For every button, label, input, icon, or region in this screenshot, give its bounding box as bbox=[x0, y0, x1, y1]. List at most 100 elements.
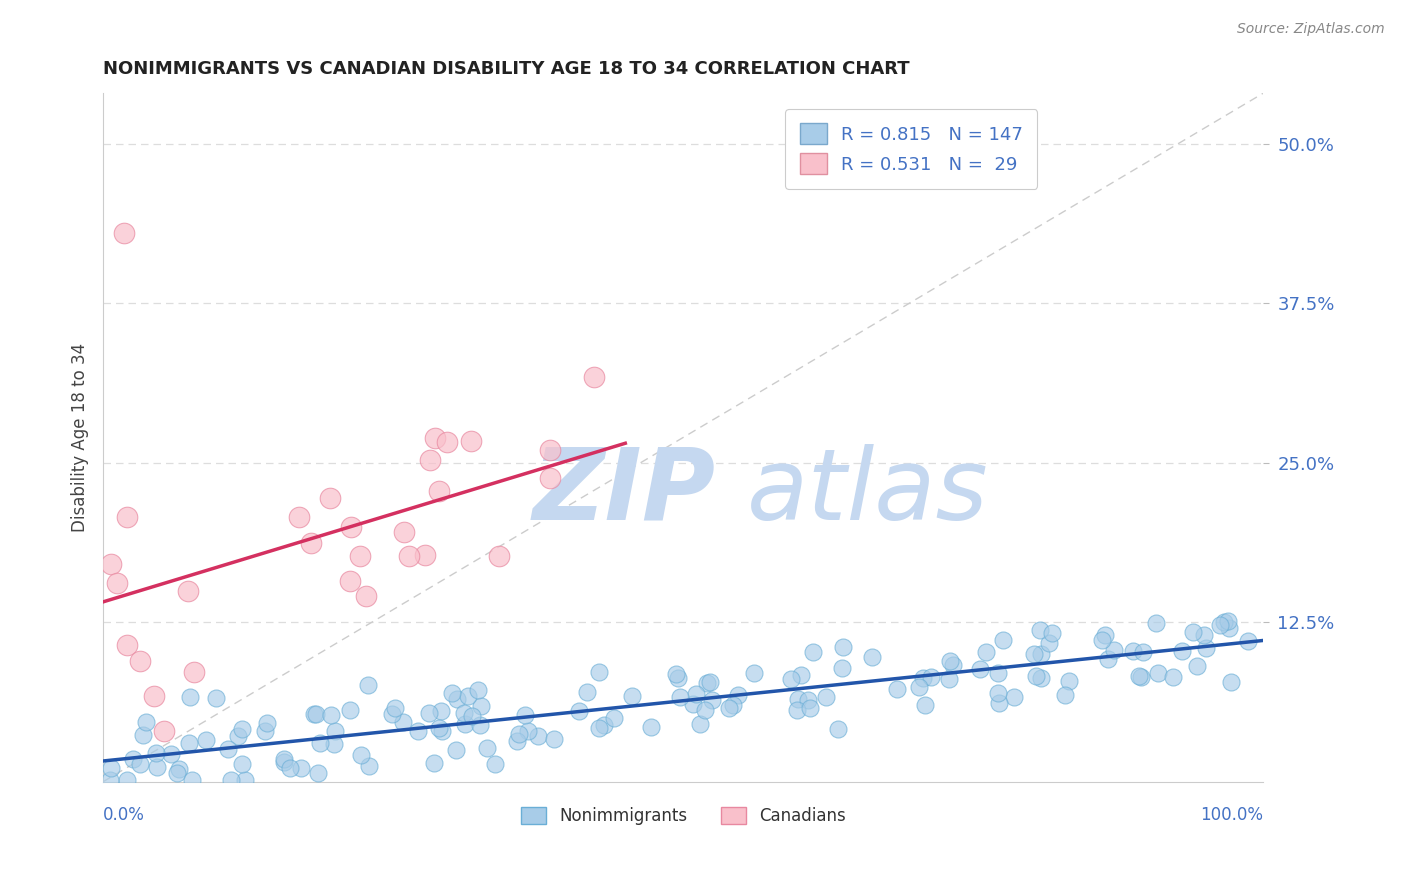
Point bbox=[256, 716, 278, 731]
Point bbox=[307, 766, 329, 780]
Point bbox=[543, 732, 565, 747]
Point bbox=[666, 672, 689, 686]
Point bbox=[132, 728, 155, 742]
Point bbox=[194, 733, 217, 747]
Point bbox=[1132, 645, 1154, 659]
Point bbox=[593, 718, 616, 732]
Point bbox=[302, 706, 325, 721]
Point bbox=[457, 689, 479, 703]
Point bbox=[112, 227, 135, 241]
Point bbox=[166, 765, 188, 780]
Point bbox=[135, 714, 157, 729]
Text: atlas: atlas bbox=[747, 444, 988, 541]
Point bbox=[815, 690, 838, 705]
Point bbox=[339, 703, 361, 717]
Point bbox=[430, 704, 453, 718]
Point bbox=[392, 714, 415, 729]
Text: 0.0%: 0.0% bbox=[103, 805, 145, 823]
Text: Source: ZipAtlas.com: Source: ZipAtlas.com bbox=[1237, 22, 1385, 37]
Point bbox=[392, 524, 415, 539]
Point bbox=[1057, 674, 1080, 689]
Point bbox=[1237, 634, 1260, 648]
Point bbox=[1171, 644, 1194, 658]
Point bbox=[799, 701, 821, 715]
Point bbox=[475, 741, 498, 756]
Point bbox=[177, 735, 200, 749]
Point bbox=[538, 471, 561, 485]
Point bbox=[974, 645, 997, 659]
Point bbox=[1097, 651, 1119, 665]
Point bbox=[413, 548, 436, 562]
Text: NONIMMIGRANTS VS CANADIAN DISABILITY AGE 18 TO 34 CORRELATION CHART: NONIMMIGRANTS VS CANADIAN DISABILITY AGE… bbox=[103, 60, 910, 78]
Point bbox=[115, 639, 138, 653]
Point bbox=[665, 667, 688, 681]
Point bbox=[231, 756, 253, 771]
Point bbox=[318, 491, 340, 505]
Point bbox=[886, 682, 908, 697]
Y-axis label: Disability Age 18 to 34: Disability Age 18 to 34 bbox=[72, 343, 89, 532]
Point bbox=[621, 689, 644, 703]
Point bbox=[1182, 625, 1205, 640]
Point bbox=[233, 773, 256, 788]
Point bbox=[1218, 614, 1240, 628]
Point bbox=[308, 736, 330, 750]
Point bbox=[1192, 628, 1215, 642]
Point bbox=[1025, 669, 1047, 683]
Point bbox=[517, 723, 540, 738]
Point bbox=[105, 575, 128, 590]
Point bbox=[436, 435, 458, 450]
Point bbox=[100, 761, 122, 775]
Point bbox=[1144, 615, 1167, 630]
Point bbox=[1053, 688, 1076, 702]
Point bbox=[695, 703, 717, 717]
Point bbox=[603, 710, 626, 724]
Point bbox=[422, 756, 444, 770]
Point bbox=[1029, 671, 1052, 685]
Point bbox=[914, 698, 936, 712]
Point bbox=[384, 700, 406, 714]
Point bbox=[908, 680, 931, 694]
Point bbox=[568, 704, 591, 718]
Point bbox=[427, 721, 450, 735]
Point bbox=[588, 665, 610, 680]
Point bbox=[231, 723, 253, 737]
Point bbox=[1147, 665, 1170, 680]
Point bbox=[467, 682, 489, 697]
Point bbox=[143, 689, 166, 703]
Point bbox=[699, 674, 721, 689]
Point bbox=[488, 549, 510, 564]
Point bbox=[427, 483, 450, 498]
Point bbox=[920, 670, 942, 684]
Point bbox=[1038, 635, 1060, 649]
Point bbox=[167, 762, 190, 776]
Point bbox=[454, 717, 477, 731]
Point bbox=[381, 707, 404, 722]
Point bbox=[1031, 647, 1053, 661]
Point bbox=[689, 717, 711, 731]
Point bbox=[179, 690, 201, 704]
Point bbox=[576, 684, 599, 698]
Point bbox=[987, 686, 1010, 700]
Point bbox=[801, 645, 824, 659]
Point bbox=[1022, 648, 1045, 662]
Point bbox=[177, 584, 200, 599]
Point bbox=[146, 760, 169, 774]
Point bbox=[253, 724, 276, 739]
Point bbox=[323, 724, 346, 739]
Point bbox=[727, 688, 749, 702]
Point bbox=[1219, 675, 1241, 690]
Point bbox=[406, 724, 429, 739]
Point bbox=[1091, 633, 1114, 648]
Point bbox=[779, 672, 801, 686]
Legend: R = 0.815   N = 147, R = 0.531   N =  29: R = 0.815 N = 147, R = 0.531 N = 29 bbox=[785, 109, 1038, 188]
Point bbox=[506, 734, 529, 748]
Point bbox=[797, 693, 820, 707]
Point bbox=[640, 720, 662, 734]
Point bbox=[430, 724, 453, 739]
Point bbox=[827, 723, 849, 737]
Point bbox=[484, 757, 506, 772]
Point bbox=[115, 510, 138, 524]
Point bbox=[357, 759, 380, 773]
Point bbox=[969, 661, 991, 675]
Point bbox=[1218, 620, 1240, 634]
